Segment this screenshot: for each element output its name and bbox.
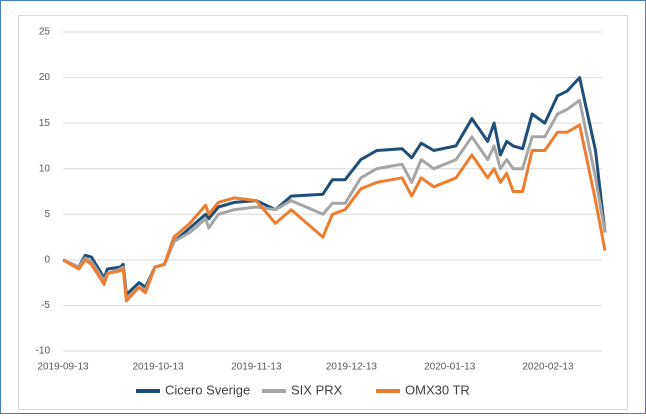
labels: -10 -5 0 5 10 15 20 25 2019-09-13 2019-10-13 2019-…: [36, 27, 574, 373]
y-tick-label: 0: [44, 254, 50, 265]
x-tick-label: 2019-12-13: [326, 362, 378, 373]
legend-label: Cicero Sverige: [165, 382, 250, 397]
y-tick-label: 10: [39, 163, 51, 174]
x-tick-label: 2020-01-13: [424, 362, 476, 373]
y-tick-label: 25: [39, 27, 51, 38]
series-line: [62, 123, 607, 303]
x-tick-label: 2019-10-13: [133, 362, 185, 373]
y-tick-label: 20: [39, 72, 51, 83]
y-tick-label: 15: [39, 118, 51, 129]
y-tick-label: -10: [36, 346, 51, 357]
lines: [62, 76, 607, 303]
legend-label: OMX30 TR: [405, 382, 470, 397]
x-tick-label: 2020-02-13: [522, 362, 574, 373]
y-tick-label: 5: [44, 209, 50, 220]
x-tick-label: 2019-11-13: [231, 362, 282, 373]
y-tick-label: -5: [41, 300, 50, 311]
legend-label: SIX PRX: [291, 382, 343, 397]
x-tick-label: 2019-09-13: [37, 362, 89, 373]
legend: Cicero Sverige SIX PRX OMX30 TR: [136, 382, 470, 397]
